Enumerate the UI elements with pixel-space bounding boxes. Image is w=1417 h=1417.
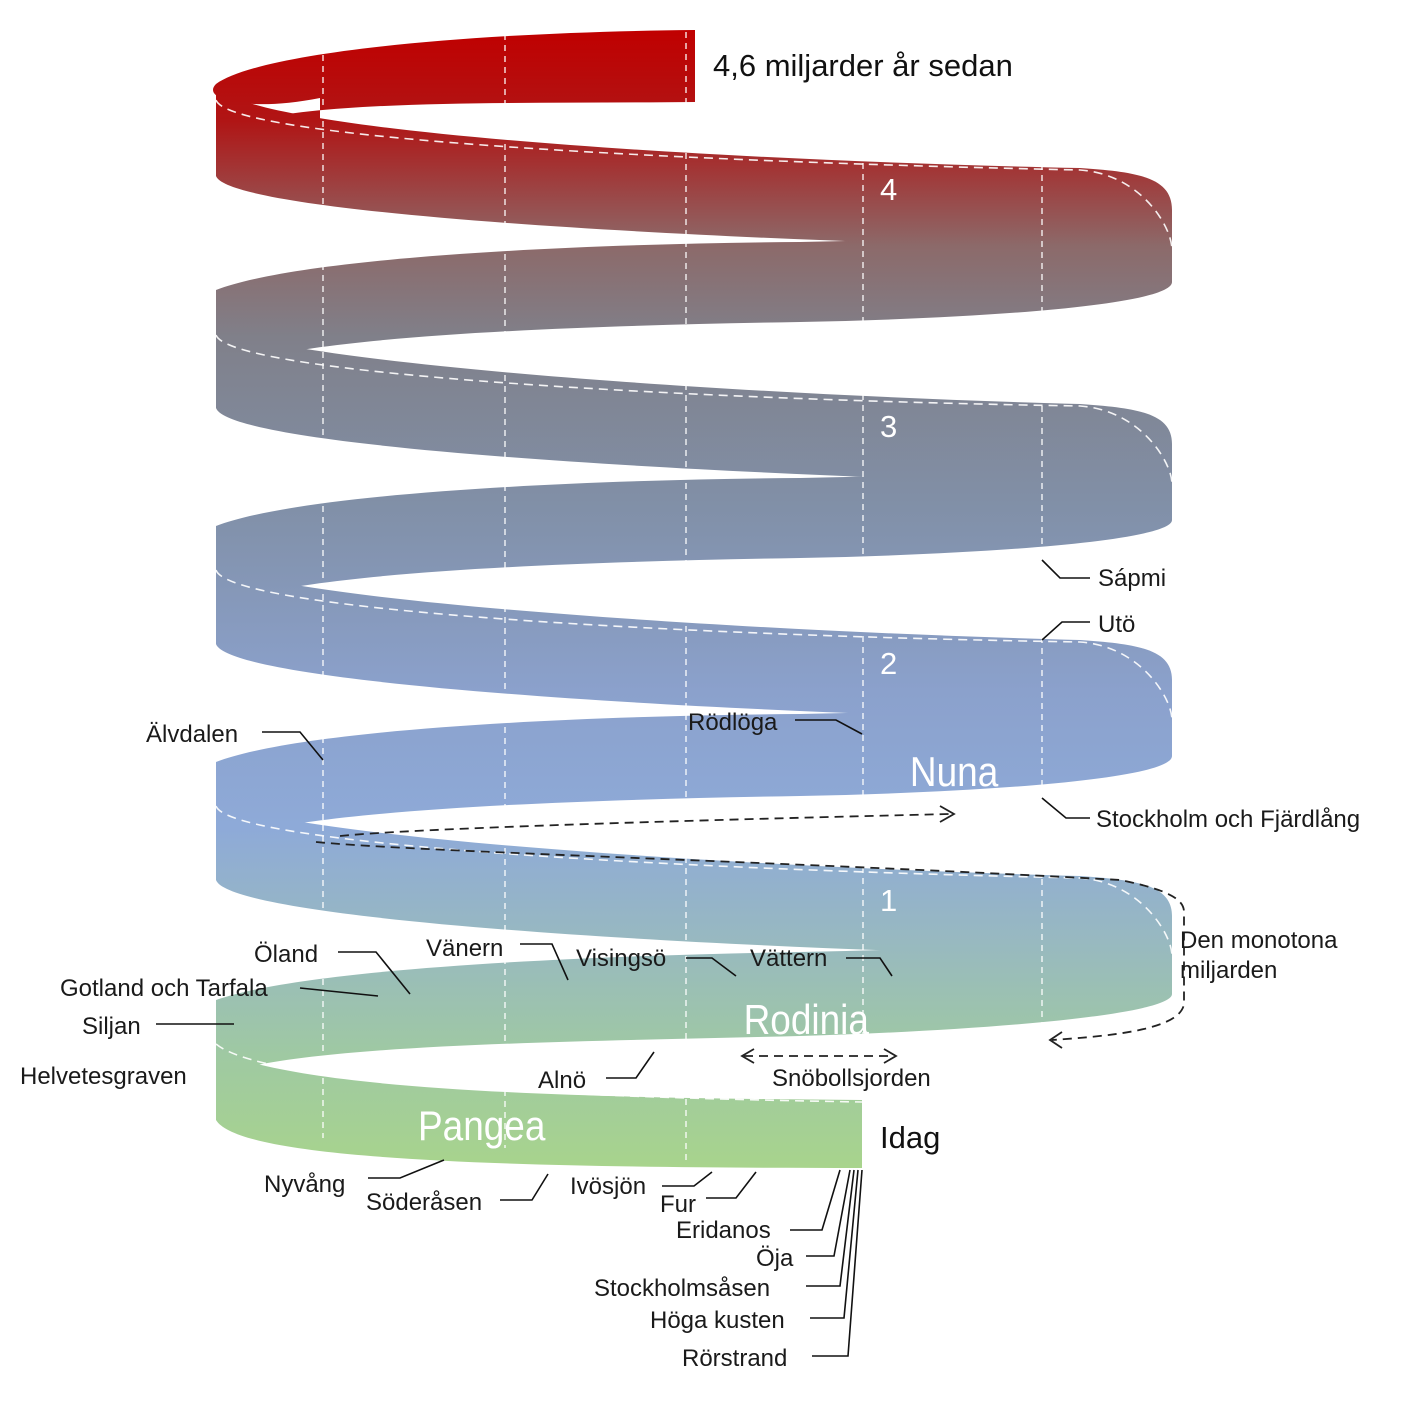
ribbon-turn-back-1 xyxy=(216,680,1172,842)
label-oja: Öja xyxy=(756,1245,794,1272)
label-uto: Utö xyxy=(1098,611,1135,638)
callout-labels: Sápmi Utö Älvdalen Rödlöga Stockholm och… xyxy=(20,565,1360,1372)
ribbon-turn-back-3 xyxy=(216,210,1172,370)
ribbon-turn-back-2 xyxy=(216,444,1172,606)
label-hoga-kusten: Höga kusten xyxy=(650,1307,785,1334)
era-label-nuna: Nuna xyxy=(910,749,998,796)
label-oland: Öland xyxy=(254,941,318,968)
billion-marker-3: 3 xyxy=(880,409,897,444)
monotona-bracket-arrow xyxy=(315,841,1185,1041)
label-ivosjon: Ivösjön xyxy=(570,1173,646,1200)
dashed-arrows xyxy=(315,805,1185,1064)
ribbon-turn-front-3 xyxy=(216,290,1172,520)
nuna-arrow xyxy=(339,813,951,837)
label-sapmi: Sápmi xyxy=(1098,565,1166,592)
start-label: 4,6 miljarder år sedan xyxy=(713,48,1013,83)
label-snobollsjorden: Snöbollsjorden xyxy=(772,1065,931,1092)
billion-marker-4: 4 xyxy=(880,172,897,207)
spiral-ribbon xyxy=(213,30,1172,1168)
label-rorstrand: Rörstrand xyxy=(682,1345,787,1372)
label-stockholmsasen: Stockholmsåsen xyxy=(594,1275,770,1302)
ribbon-vertical-dividers xyxy=(322,32,1043,1168)
label-alno: Alnö xyxy=(538,1067,586,1094)
billion-marker-1: 1 xyxy=(880,883,897,918)
ribbon-center-lines xyxy=(215,99,1173,1103)
label-stockholm-fjardlang: Stockholm och Fjärdlång xyxy=(1096,806,1360,833)
ribbon-turn-front-1 xyxy=(216,762,1172,994)
ribbon-turn-front-2 xyxy=(216,526,1172,756)
label-vanern: Vänern xyxy=(426,935,503,962)
end-label: Idag xyxy=(880,1120,940,1155)
label-gotland-tarfala: Gotland och Tarfala xyxy=(60,975,268,1002)
label-vattern: Vättern xyxy=(750,945,827,972)
label-soderasen: Söderåsen xyxy=(366,1189,482,1216)
label-alvdalen: Älvdalen xyxy=(146,721,238,748)
callout-leaders xyxy=(156,559,1090,1357)
label-monotona-line2: miljarden xyxy=(1180,957,1277,984)
label-visingso: Visingsö xyxy=(576,945,666,972)
label-monotona-line1: Den monotona xyxy=(1180,927,1338,954)
ribbon-turn-front-4 xyxy=(216,84,1172,282)
label-eridanos: Eridanos xyxy=(676,1217,771,1244)
ribbon-turn-back-rodinia xyxy=(216,916,1172,1076)
era-label-pangea: Pangea xyxy=(418,1103,545,1150)
label-siljan: Siljan xyxy=(82,1013,141,1040)
ribbon-turn-front-pangea xyxy=(216,1000,862,1168)
label-rodloga: Rödlöga xyxy=(688,709,778,736)
billion-marker-2: 2 xyxy=(880,646,897,681)
label-nyvang: Nyvång xyxy=(264,1171,345,1198)
era-label-rodinia: Rodinia xyxy=(744,997,869,1044)
label-fur: Fur xyxy=(660,1191,696,1218)
label-helvetesgraven: Helvetesgraven xyxy=(20,1063,187,1090)
ribbon-turn-back-0 xyxy=(213,30,696,142)
